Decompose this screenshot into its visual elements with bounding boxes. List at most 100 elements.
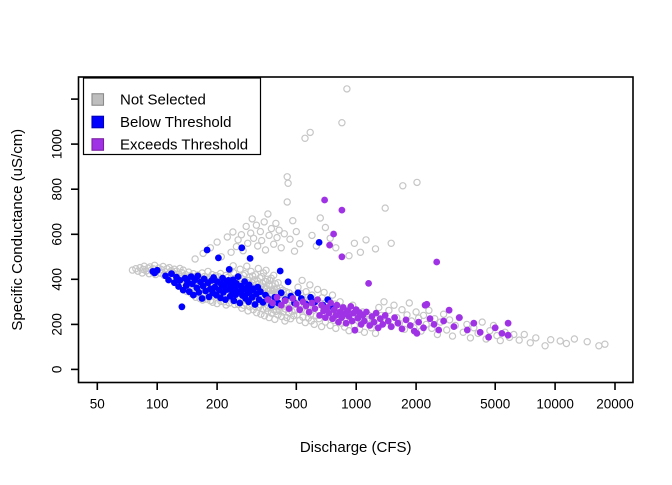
data-point — [402, 316, 410, 324]
data-point — [601, 340, 609, 348]
data-point — [165, 276, 173, 284]
legend-swatch-below-threshold — [91, 115, 105, 129]
data-point — [342, 319, 350, 327]
data-point — [230, 297, 238, 305]
data-point — [338, 118, 346, 127]
data-point — [463, 320, 471, 329]
data-point — [412, 308, 420, 316]
data-point — [338, 206, 346, 214]
data-point — [541, 342, 549, 350]
data-point — [440, 317, 447, 325]
data-point — [385, 306, 393, 315]
data-point — [194, 272, 202, 280]
data-point — [292, 300, 300, 308]
data-point — [254, 264, 262, 273]
data-point — [311, 305, 319, 312]
legend-label-below-threshold: Below Threshold — [120, 114, 231, 131]
data-point — [332, 324, 340, 333]
data-point — [405, 299, 413, 307]
data-point — [321, 223, 330, 232]
data-point — [463, 326, 471, 334]
data-point — [556, 337, 564, 345]
data-point — [199, 249, 207, 258]
data-point — [236, 265, 244, 273]
data-point — [237, 230, 246, 239]
data-point — [277, 289, 285, 297]
data-point — [390, 301, 398, 309]
data-point — [292, 227, 300, 236]
data-point — [320, 288, 328, 297]
data-point — [435, 326, 443, 334]
data-point — [380, 298, 388, 306]
data-point — [284, 278, 292, 286]
data-point — [351, 326, 359, 334]
data-point — [261, 246, 270, 254]
data-point — [348, 317, 356, 325]
data-point — [208, 298, 217, 306]
data-point — [298, 276, 306, 285]
data-point — [532, 334, 540, 342]
data-point — [234, 273, 242, 280]
data-point — [243, 262, 251, 270]
data-point — [426, 315, 434, 323]
data-point — [310, 320, 318, 329]
data-point — [203, 246, 211, 254]
data-point — [381, 204, 389, 212]
data-point — [371, 329, 380, 338]
y-tick-label: 0 — [50, 366, 65, 374]
data-point — [486, 327, 494, 335]
data-point — [450, 323, 458, 330]
x-tick-label: 20000 — [596, 397, 634, 412]
data-point — [264, 296, 272, 303]
data-point — [258, 272, 266, 281]
y-tick-label: 200 — [50, 313, 65, 336]
data-point — [281, 297, 289, 305]
data-point — [257, 288, 264, 296]
data-point — [387, 323, 395, 330]
data-point — [338, 253, 346, 261]
data-point — [249, 234, 258, 242]
data-point — [168, 270, 175, 278]
data-point — [387, 239, 395, 247]
data-point — [476, 328, 484, 336]
y-tick-label: 600 — [50, 223, 65, 246]
data-point — [213, 238, 221, 246]
data-point — [443, 326, 451, 334]
data-point — [379, 321, 387, 328]
data-point — [138, 269, 146, 277]
data-point — [332, 244, 340, 252]
data-point — [267, 224, 276, 233]
data-point — [328, 291, 337, 299]
data-point — [439, 310, 448, 318]
data-point — [363, 308, 370, 316]
x-tick-label: 100 — [146, 397, 169, 412]
data-point — [294, 289, 302, 297]
data-point — [204, 267, 212, 276]
x-tick-label: 1000 — [341, 397, 371, 412]
data-point — [371, 245, 380, 253]
data-point — [222, 296, 229, 303]
data-point — [275, 226, 283, 234]
data-point — [190, 291, 197, 299]
data-point — [498, 330, 506, 337]
data-point — [420, 324, 427, 332]
y-axis: 0 200 400 600 800 1000 — [50, 98, 79, 374]
data-point — [258, 236, 266, 245]
data-point — [372, 309, 380, 317]
data-point — [153, 266, 161, 274]
data-point — [350, 239, 359, 247]
data-point — [376, 315, 384, 323]
data-point — [314, 296, 321, 303]
data-point — [455, 314, 463, 321]
data-point — [280, 230, 288, 238]
data-point — [296, 306, 304, 314]
data-point — [399, 182, 407, 190]
data-point — [296, 239, 304, 248]
data-point — [515, 336, 523, 344]
y-tick-label: 400 — [50, 268, 65, 291]
data-point — [305, 308, 313, 316]
data-point — [595, 342, 603, 350]
data-point — [227, 248, 235, 256]
data-point — [425, 306, 433, 315]
data-point — [274, 311, 282, 319]
